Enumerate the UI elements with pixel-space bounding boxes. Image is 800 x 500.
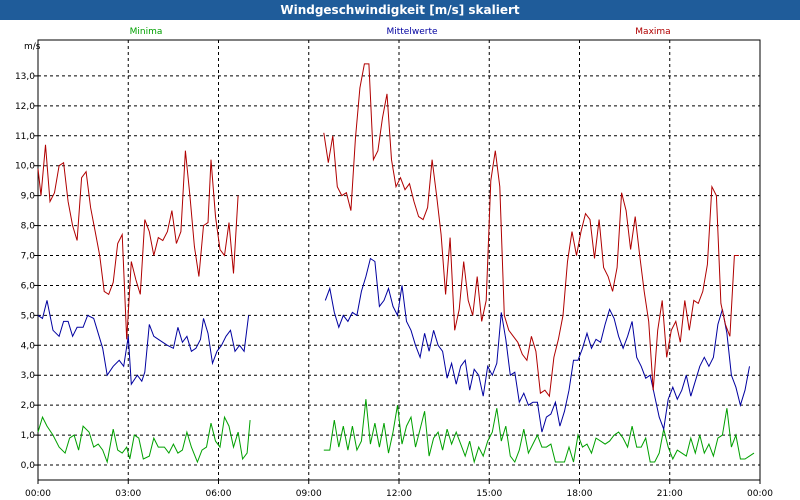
y-tick-label: 12,0 <box>15 102 35 112</box>
y-tick-label: 5,0 <box>21 311 36 321</box>
y-tick-label: 11,0 <box>15 132 35 142</box>
legend: Minima Mittelwerte Maxima <box>130 27 671 37</box>
series-maxima <box>37 63 739 398</box>
x-tick-time: 03:00 <box>115 489 141 499</box>
x-tick-time: 00:00 <box>747 489 773 499</box>
y-tick-label: 13,0 <box>15 72 35 82</box>
series-mittelwerte <box>37 257 750 433</box>
y-tick-label: 7,0 <box>21 252 36 262</box>
legend-maxima: Maxima <box>635 27 670 37</box>
series-line-mittelwerte <box>37 300 250 386</box>
series-line-maxima <box>37 144 239 340</box>
x-tick-time: 15:00 <box>476 489 502 499</box>
y-tick-label: 2,0 <box>21 401 36 411</box>
series-group <box>37 63 755 464</box>
y-tick-label: 9,0 <box>21 192 36 202</box>
legend-minima: Minima <box>130 27 163 37</box>
x-tick-time: 00:00 <box>25 489 51 499</box>
series-minima <box>37 399 755 464</box>
x-tick-time: 06:00 <box>206 489 232 499</box>
y-tick-label: 1,0 <box>21 431 36 441</box>
y-axis: 0,0 1,0 2,0 3,0 4,0 5,0 6,0 7,0 8,0 9,0 10,0 11,0 12… <box>15 72 38 471</box>
x-axis: 00:0028.02.1703:0028.02.1706:0028.02.170… <box>25 480 773 499</box>
series-line-minima <box>37 415 251 464</box>
y-tick-label: 8,0 <box>21 222 36 232</box>
x-tick-time: 18:00 <box>567 489 593 499</box>
wind-speed-chart: 0,0 1,0 2,0 3,0 4,0 5,0 6,0 7,0 8,0 9,0 10,0 11,0 12… <box>15 27 773 499</box>
series-line-mittelwerte <box>324 257 750 433</box>
y-tick-label: 4,0 <box>21 341 36 351</box>
chart-title: Windgeschwindigkeit [m/s] skaliert <box>0 0 800 20</box>
series-line-maxima <box>323 63 739 398</box>
x-tick-time: 12:00 <box>386 489 412 499</box>
series-line-minima <box>323 399 755 464</box>
y-tick-label: 3,0 <box>21 371 36 381</box>
x-tick-time: 21:00 <box>657 489 683 499</box>
legend-mittelwerte: Mittelwerte <box>386 27 437 37</box>
y-axis-label: m/s <box>24 42 41 52</box>
grid <box>38 40 760 480</box>
y-tick-label: 6,0 <box>21 281 36 291</box>
y-tick-label: 0,0 <box>21 461 36 471</box>
y-tick-label: 10,0 <box>15 162 35 172</box>
x-tick-time: 09:00 <box>296 489 322 499</box>
